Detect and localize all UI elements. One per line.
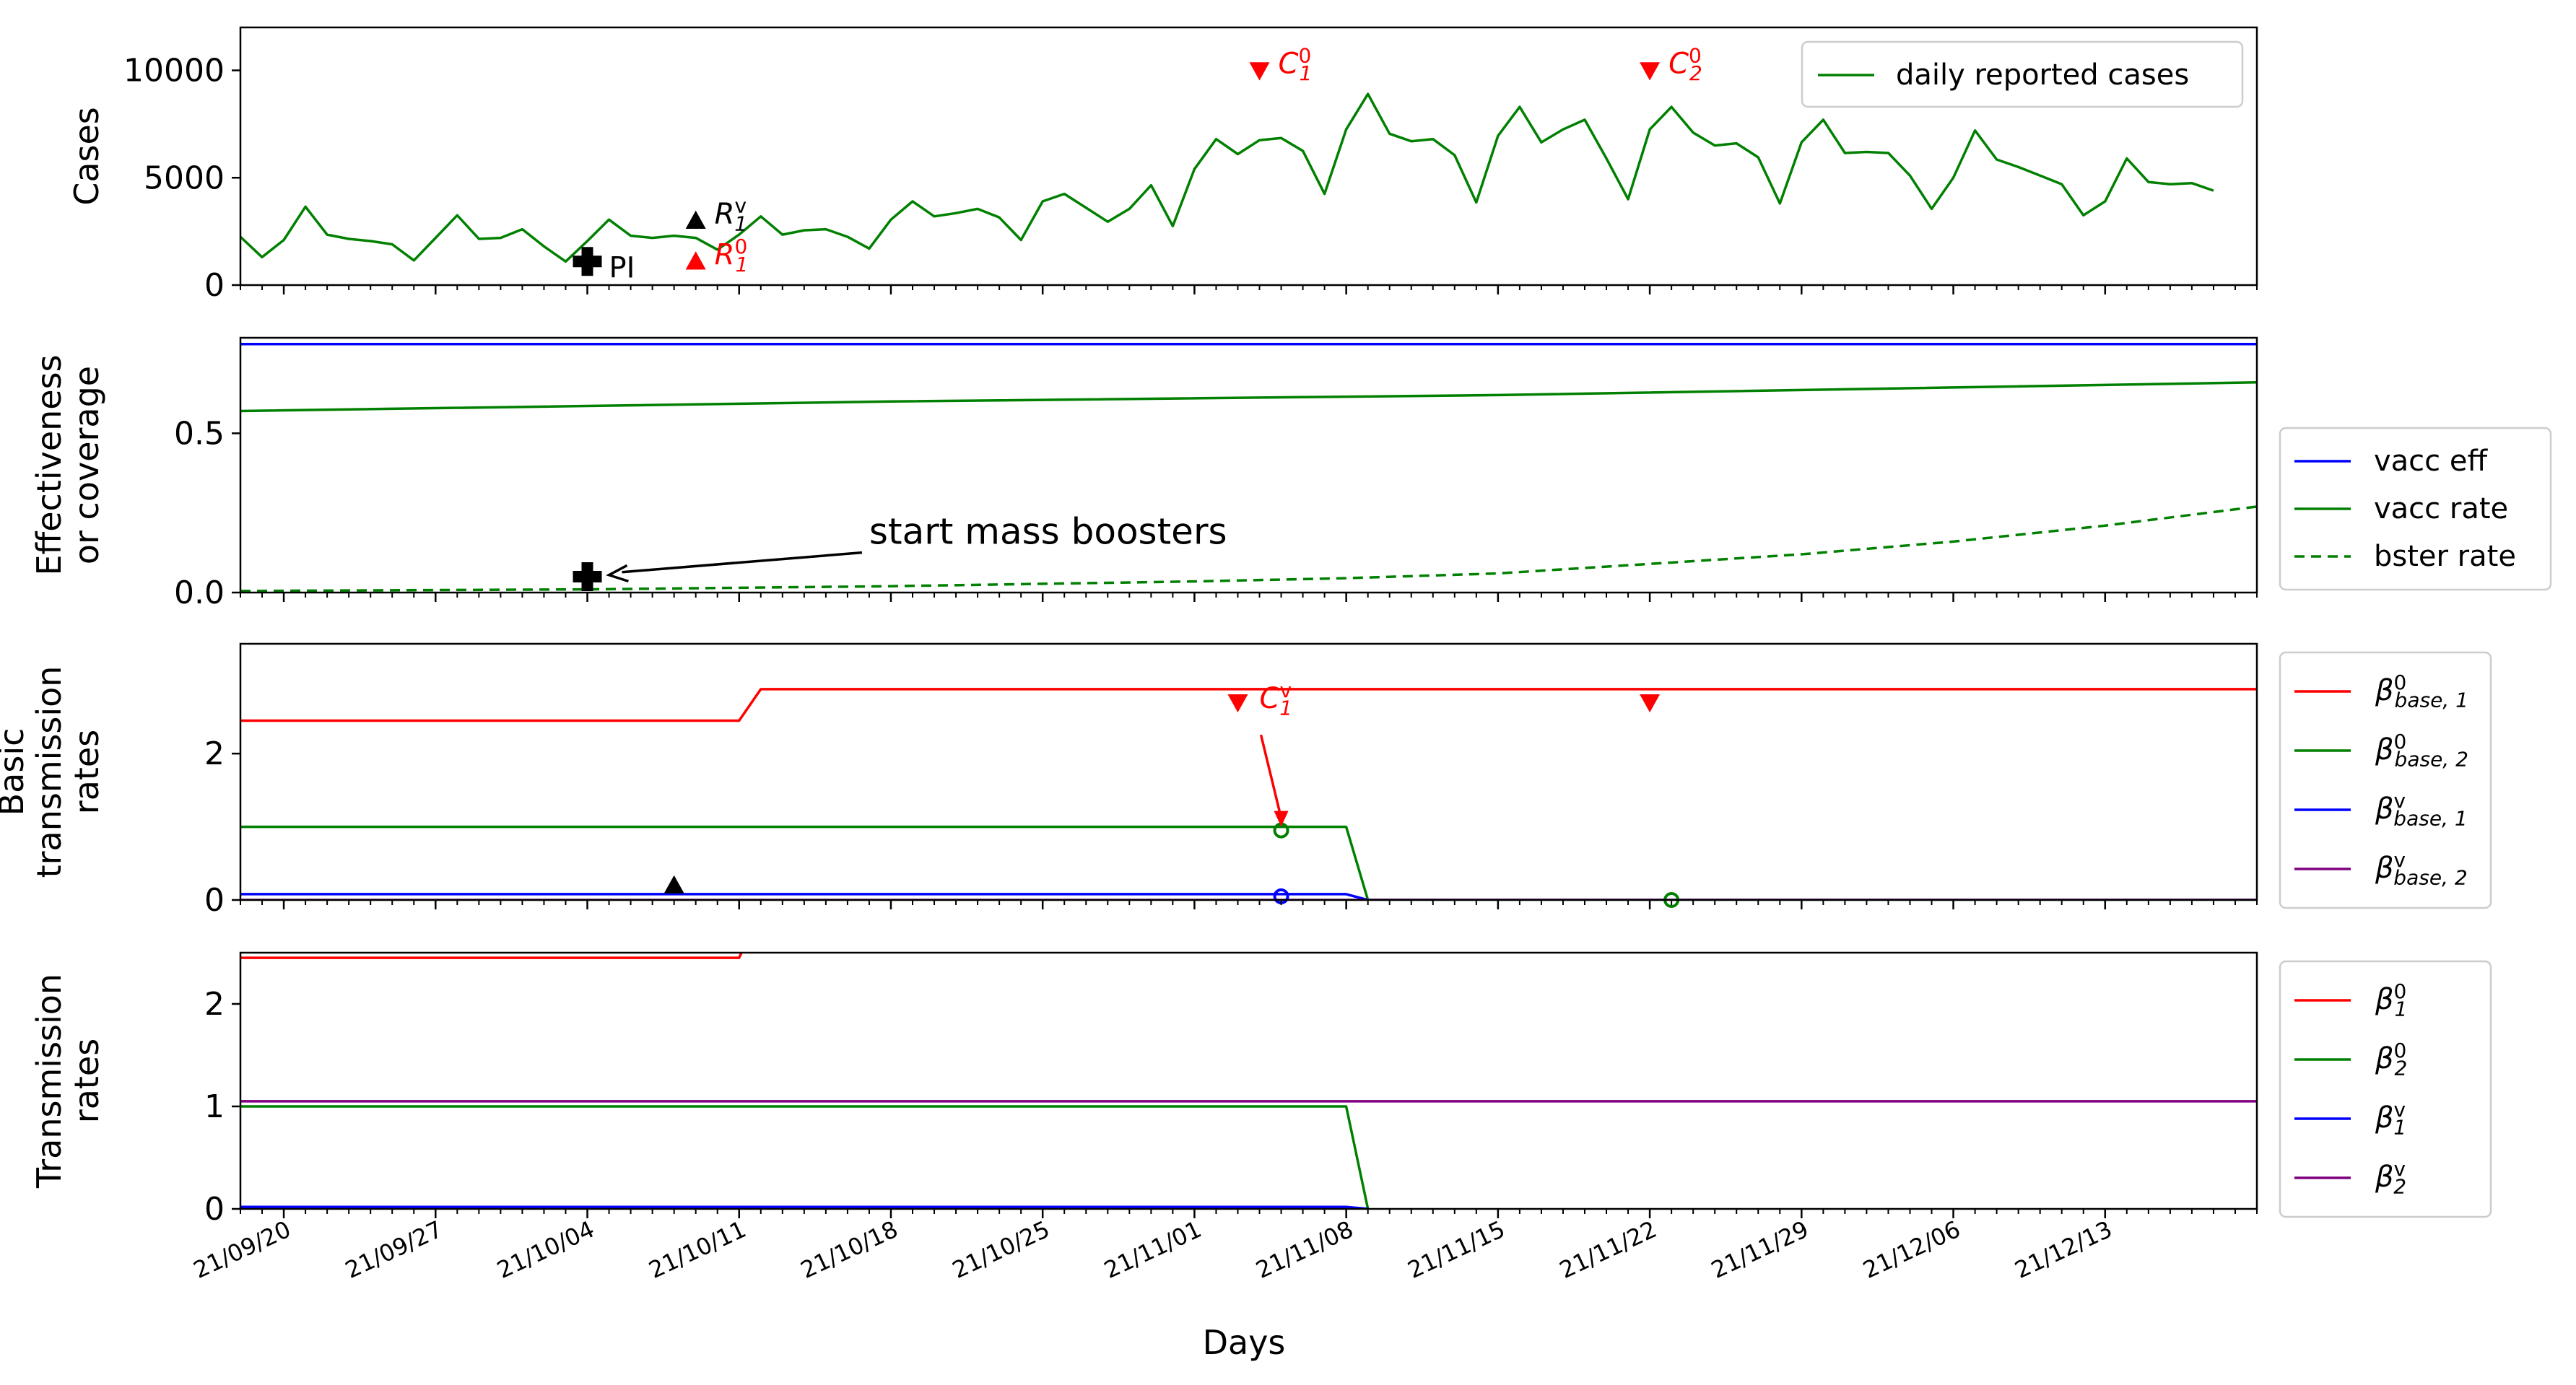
legend-cases [1801,40,2244,108]
legend-label-transmission-1: β0 2 [2375,1039,2407,1080]
annotation-effectiveness-0: start mass boosters [869,511,1227,553]
y-tick-label-transmission-0: 0 [204,1191,225,1228]
y-tick-label-effectiveness-0: 0.0 [174,574,225,611]
series-line-effectiveness-2 [240,505,2257,593]
annotation-arrow-effectiveness-0 [622,551,863,574]
plot-area-effectiveness [240,343,2257,593]
marker-cases-4 [1640,62,1661,81]
marker-label-cases-1: Rv 1 [715,194,747,236]
legend-label-transmission-0: β0 1 [2375,979,2407,1021]
axes-frame-cases [239,26,2258,287]
series-line-transmission-0 [240,953,743,959]
marker-label-cases-3: C0 1 [1279,43,1313,85]
legend-label-effectiveness-1: vacc rate [2374,492,2508,525]
y-tick-label-cases-1: 5000 [144,160,225,196]
legend-label-basic-1: β0 base, 2 [2375,730,2468,772]
marker-basic-0 [663,875,684,894]
y-axis-label-basic-1: transmission [30,666,69,878]
series-line-basic-2 [240,893,2257,900]
panel-effectiveness: start mass boosters 0.0 0.5 Effectivenessor… [30,336,2552,611]
y-axis-label-effectiveness-1: or coverage [67,366,106,564]
marker-label-cases-2: R0 1 [715,235,749,276]
y-axis-label-transmission-0: Transmission [30,974,69,1189]
plot-area-basic [240,688,2257,900]
y-axis-label-cases-0: Cases [67,107,106,206]
y-axis-label-effectiveness-0: Effectiveness [30,354,69,575]
y-axis-label-basic-2: rates [67,730,106,814]
legend-label-basic-0: β0 base, 1 [2375,670,2468,712]
legend-basic [2279,651,2492,909]
y-tick-label-transmission-1: 1 [204,1088,225,1125]
y-tick-label-cases-2: 10000 [123,53,225,89]
legend-transmission [2279,960,2492,1218]
y-axis-label-transmission-1: rates [67,1039,106,1123]
axes-frame-transmission [239,951,2258,1210]
marker-cases-3 [1249,62,1270,81]
marker-cases-0 [573,247,602,276]
marker-basic-1 [1227,694,1248,713]
legend-effectiveness [2279,427,2552,591]
legend-label-effectiveness-0: vacc eff [2374,445,2488,478]
series-line-basic-0 [240,688,2257,722]
series-line-basic-1 [240,825,2257,900]
plot-area-cases [240,92,2214,263]
series-line-transmission-1 [240,1105,1370,1209]
marker-cases-2 [685,251,706,270]
marker-basic-2 [1640,694,1661,713]
marker-label-cases-0: PI [609,251,635,284]
marker-effectiveness-0 [573,562,602,591]
panel-cases: PI Rv 1R0 1 C0 1 C0 2 0 5000 10000 Cases daily repor… [67,26,2258,304]
series-line-cases-0 [240,92,2214,263]
legend-label-effectiveness-2: bster rate [2374,540,2516,573]
annotation-arrowhead-basic-0 [1274,811,1289,827]
marker-cases-1 [685,210,706,229]
axes-frame-basic [239,642,2258,901]
legend-label-cases-0: daily reported cases [1896,58,2189,92]
marker-label-cases-4: C0 2 [1668,43,1702,85]
y-tick-label-basic-1: 2 [204,735,225,772]
annotation-arrow-basic-0 [1259,734,1283,818]
y-axis-label-basic-0: Basic [0,728,31,816]
series-line-effectiveness-1 [240,381,2257,413]
annotation-arrowhead-effectiveness-0 [606,564,629,583]
y-tick-label-transmission-2: 2 [204,986,225,1023]
y-tick-label-basic-0: 0 [204,882,225,919]
legend-label-basic-2: βv base, 1 [2375,789,2468,831]
x-axis-label: Days [1203,1323,1286,1362]
legend-label-transmission-2: βv 1 [2375,1098,2406,1140]
axes-frame-effectiveness [239,336,2258,594]
annotation-basic-0: Cv 1 [1260,678,1293,720]
legend-label-transmission-3: βv 2 [2375,1157,2406,1199]
y-tick-label-cases-0: 0 [204,267,225,304]
y-tick-label-effectiveness-1: 0.5 [174,415,225,452]
legend-label-basic-3: βv base, 2 [2375,848,2468,890]
